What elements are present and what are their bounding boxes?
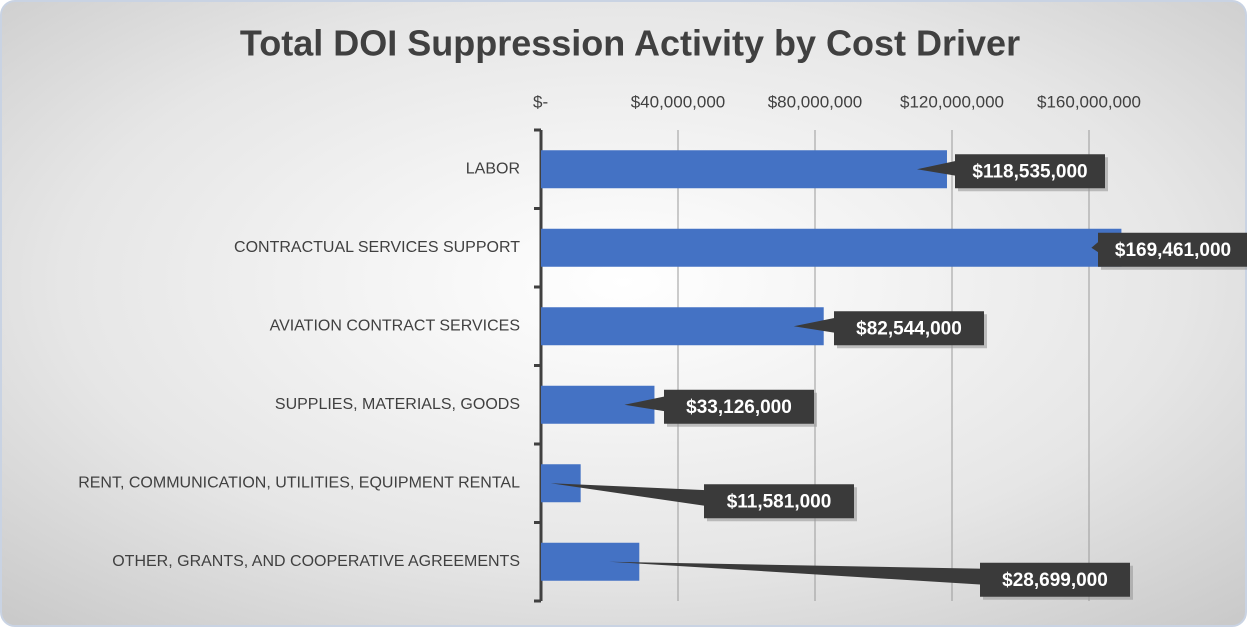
- bar: [541, 150, 947, 189]
- data-label: $118,535,000: [972, 161, 1087, 182]
- data-label: $28,699,000: [1002, 570, 1108, 591]
- callout-pointer: [916, 160, 959, 177]
- y-tick-label: AVIATION CONTRACT SERVICES: [270, 317, 520, 334]
- data-label-box: [1098, 232, 1247, 267]
- data-label-box: [955, 154, 1105, 189]
- data-label-box: [704, 484, 854, 519]
- y-tick-label: RENT, COMMUNICATION, UTILITIES, EQUIPMEN…: [78, 474, 520, 491]
- data-label: $33,126,000: [686, 397, 792, 418]
- x-tick-label: $160,000,000: [1037, 92, 1141, 111]
- y-tick-label: SUPPLIES, MATERIALS, GOODS: [275, 396, 520, 413]
- data-label-box: [980, 562, 1130, 597]
- y-tick-label: LABOR: [466, 160, 520, 177]
- data-label-box: [664, 389, 814, 424]
- callout-pointer: [609, 561, 984, 585]
- bar: [541, 228, 1122, 267]
- x-tick-label: $40,000,000: [631, 92, 726, 111]
- data-label: $11,581,000: [727, 491, 832, 512]
- callout-pointer: [624, 395, 668, 412]
- plot-area: $- $40,000,000 $80,000,000 $120,000,000 $160…: [78, 92, 1247, 603]
- callout-pointer: [793, 317, 838, 334]
- callout-pointer: [550, 483, 708, 507]
- data-label: $169,461,000: [1115, 240, 1231, 261]
- data-label: $82,544,000: [856, 318, 962, 339]
- data-label-box: [834, 311, 984, 346]
- x-tick-label: $-: [533, 92, 548, 111]
- x-tick-label: $80,000,000: [768, 92, 863, 111]
- bar: [541, 464, 581, 503]
- y-tick-label: CONTRACTUAL SERVICES SUPPORT: [234, 239, 520, 256]
- x-tick-label: $120,000,000: [900, 92, 1004, 111]
- y-tick-label: OTHER, GRANTS, AND COOPERATIVE AGREEMENT…: [112, 553, 520, 570]
- chart-title: Total DOI Suppression Activity by Cost D…: [240, 23, 1020, 64]
- bar: [541, 542, 640, 581]
- bar: [541, 307, 824, 346]
